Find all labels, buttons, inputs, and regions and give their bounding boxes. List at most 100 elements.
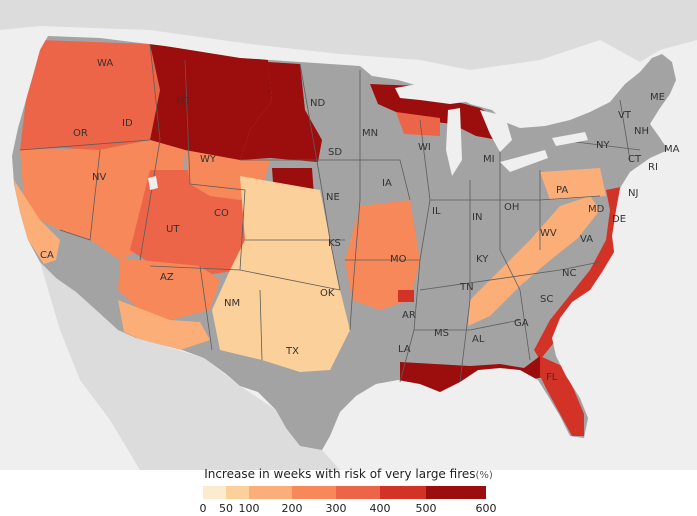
border-line (459, 180, 471, 383)
state-label-va: VA (580, 234, 593, 245)
region-wisconsin-north (396, 112, 440, 136)
border-line (259, 289, 263, 361)
state-label-id: ID (122, 118, 133, 129)
state-label-ca: CA (40, 250, 54, 261)
mexico-land (40, 262, 340, 470)
state-label-sc: SC (540, 294, 553, 305)
us-map: WA OR ID MT ND MN WI MI NV WY SD IA CA U… (0, 0, 697, 470)
caribbean-sea (580, 350, 697, 470)
legend-unit: (%) (475, 470, 493, 481)
state-label-ks: KS (328, 238, 341, 249)
legend-bin (380, 486, 426, 499)
state-label-tx: TX (285, 346, 299, 357)
legend-colorbar: 0 50 100 200 300 400 500 600 (200, 486, 497, 515)
state-label-wv: WV (540, 228, 557, 239)
state-label-ga: GA (514, 318, 529, 329)
state-label-ok: OK (320, 288, 335, 299)
border-line (419, 261, 601, 291)
border-line (19, 139, 151, 151)
legend-tick-label: 600 (476, 502, 497, 515)
legend-tick-label: 400 (370, 502, 391, 515)
border-line (399, 119, 431, 383)
great-lakes (148, 82, 588, 190)
state-label-la: LA (398, 344, 411, 355)
legend-tick-label: 200 (282, 502, 303, 515)
legend-bin (426, 486, 486, 499)
great-salt-lake (148, 176, 158, 190)
region-missouri-kansas (345, 200, 420, 310)
state-label-ri: RI (648, 162, 658, 173)
state-label-fl: FL (546, 372, 558, 383)
state-borders (19, 43, 641, 383)
border-line (299, 63, 341, 291)
border-line (139, 43, 161, 261)
state-label-az: AZ (160, 272, 174, 283)
state-label-al: AL (472, 334, 485, 345)
border-line (519, 289, 531, 361)
legend-title-text: Increase in weeks with risk of very larg… (204, 467, 476, 481)
legend-ticks: 0 50 100 200 300 400 500 600 (200, 502, 497, 515)
state-label-ut: UT (166, 224, 180, 235)
state-label-co: CO (214, 208, 229, 219)
state-label-nm: NM (224, 298, 240, 309)
state-label-de: DE (612, 214, 626, 225)
state-label-tn: TN (459, 282, 474, 293)
state-label-oh: OH (504, 202, 519, 213)
border-line (619, 99, 631, 161)
region-pacific-northwest (20, 40, 160, 150)
region-california-coast (14, 180, 60, 264)
border-line (184, 59, 246, 271)
state-label-ia: IA (382, 178, 392, 189)
state-label-il: IL (432, 206, 441, 217)
state-label-ky: KY (476, 254, 489, 265)
state-label-mo: MO (390, 254, 407, 265)
region-atlantic-coast (534, 186, 626, 360)
region-north-dakota-west (240, 62, 322, 162)
border-line (322, 159, 411, 201)
legend-bin (336, 486, 380, 499)
region-pennsylvania (540, 168, 606, 200)
state-label-ct: CT (628, 154, 642, 165)
state-label-nv: NV (92, 172, 106, 183)
legend-tick-label: 50 (219, 502, 233, 515)
state-label-wa: WA (97, 58, 113, 69)
canada-land (0, 0, 697, 70)
region-southwest-pale (118, 300, 210, 350)
lake-huron (480, 110, 512, 152)
region-florida (540, 356, 584, 436)
legend-bin (249, 486, 292, 499)
state-label-mt: MT (176, 96, 192, 107)
state-label-in: IN (472, 212, 482, 223)
border-line (414, 319, 521, 331)
region-appalachia (468, 196, 600, 326)
risk-regions (14, 40, 626, 436)
state-label-wy: WY (200, 154, 217, 165)
region-northern-rockies (150, 44, 272, 170)
state-label-nh: NH (634, 126, 649, 137)
state-label-or: OR (73, 128, 88, 139)
state-label-sd: SD (328, 147, 342, 158)
region-southern-plains (212, 176, 350, 372)
region-ozarks (398, 290, 414, 302)
state-label-md: MD (588, 204, 605, 215)
state-label-nd: ND (310, 98, 325, 109)
state-labels: WA OR ID MT ND MN WI MI NV WY SD IA CA U… (40, 58, 680, 383)
legend-bin (226, 486, 249, 499)
state-label-ms: MS (434, 328, 449, 339)
state-label-me: ME (650, 92, 665, 103)
state-label-ne: NE (326, 192, 340, 203)
lake-michigan (446, 108, 462, 176)
lake-erie (500, 150, 548, 172)
border-line (59, 149, 101, 241)
border-line (149, 265, 341, 291)
state-label-vt: VT (618, 110, 632, 121)
region-arizona (118, 258, 220, 320)
border-line (349, 70, 361, 331)
border-line (199, 265, 213, 351)
legend-tick-label: 100 (239, 502, 260, 515)
state-label-nc: NC (562, 268, 576, 279)
state-label-wi: WI (418, 142, 431, 153)
state-label-ar: AR (402, 310, 416, 321)
legend-tick-label: 500 (416, 502, 437, 515)
